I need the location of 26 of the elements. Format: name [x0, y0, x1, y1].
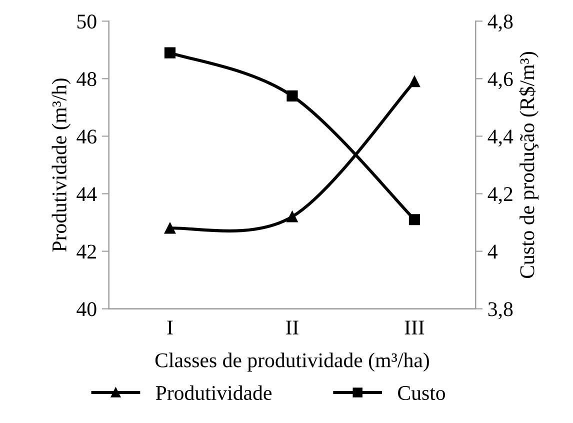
y-tick-label: 46	[76, 130, 96, 144]
x-axis-title: Classes de produtividade (m³/ha)	[155, 352, 429, 372]
x-tick-label: I	[167, 320, 173, 334]
point	[164, 222, 176, 234]
y2-tick-label: 4,6	[488, 72, 513, 90]
y-tick-label: 42	[76, 244, 96, 258]
y2-tick-label: 4,4	[488, 130, 514, 147]
point	[286, 211, 298, 222]
y2-tick-label: 4	[488, 244, 498, 258]
x-tick-label: III	[404, 320, 424, 334]
y2-tick-label: 4,2	[488, 187, 512, 204]
y-tick-label: 44	[76, 187, 97, 201]
legend-label: Custo	[398, 386, 446, 400]
point	[408, 214, 420, 226]
legend-label: Produtividade	[156, 385, 272, 400]
y-tick-label: 50	[77, 14, 96, 29]
y-tick-label: 48	[76, 72, 96, 86]
y-tick-label: 40	[76, 302, 96, 316]
y2-tick-label: 4,8	[488, 14, 513, 32]
point	[286, 90, 298, 102]
y2-axis-title: Custo de produção (R$/m³)	[518, 52, 539, 278]
x-tick-label: II	[286, 320, 298, 334]
y2-tick-label: 3,8	[488, 302, 513, 320]
point	[164, 47, 176, 58]
point	[408, 76, 420, 88]
y-axis-title: Produtividade (m³/h)	[52, 78, 71, 252]
